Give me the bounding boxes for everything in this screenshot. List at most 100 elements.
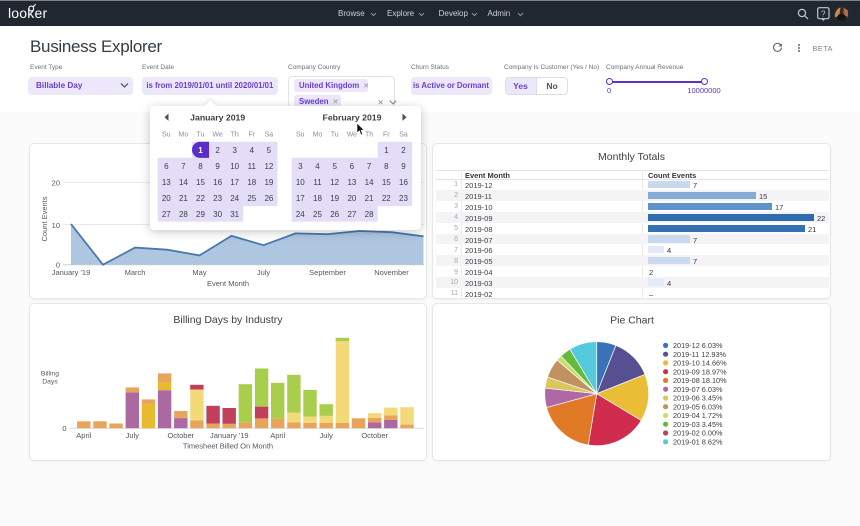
- svg-text:5: 5: [332, 162, 337, 171]
- svg-text:6: 6: [350, 162, 355, 171]
- svg-text:26: 26: [330, 210, 339, 219]
- svg-text:2019-06 3.45%: 2019-06 3.45%: [673, 394, 723, 403]
- svg-text:October: October: [167, 431, 194, 440]
- svg-text:Fr: Fr: [383, 131, 390, 138]
- svg-text:28: 28: [365, 210, 374, 219]
- svg-text:July: July: [257, 268, 271, 277]
- svg-text:2019-12 6.03%: 2019-12 6.03%: [673, 341, 723, 350]
- svg-text:14: 14: [365, 178, 374, 187]
- svg-text:Days: Days: [42, 379, 58, 386]
- svg-text:January '19: January '19: [210, 431, 249, 440]
- svg-text:10: 10: [52, 221, 60, 230]
- svg-text:April: April: [76, 431, 91, 440]
- svg-text:1: 1: [198, 146, 203, 155]
- svg-text:24: 24: [230, 194, 239, 203]
- svg-text:13: 13: [162, 178, 171, 187]
- svg-text:22: 22: [196, 194, 205, 203]
- svg-text:2019-04 1.72%: 2019-04 1.72%: [673, 411, 723, 420]
- svg-text:Sa: Sa: [265, 131, 274, 138]
- svg-text:15: 15: [382, 178, 391, 187]
- svg-text:Fr: Fr: [248, 131, 255, 138]
- svg-text:April: April: [270, 431, 285, 440]
- svg-text:18: 18: [313, 194, 322, 203]
- svg-text:2019-09 18.97%: 2019-09 18.97%: [673, 367, 727, 376]
- svg-text:20: 20: [162, 194, 171, 203]
- svg-text:28: 28: [179, 210, 188, 219]
- svg-text:2019-07 6.03%: 2019-07 6.03%: [673, 385, 723, 394]
- svg-text:24: 24: [296, 210, 305, 219]
- svg-text:11: 11: [248, 162, 257, 171]
- svg-text:27: 27: [347, 210, 356, 219]
- svg-text:July: July: [126, 431, 140, 440]
- svg-text:2019-03 3.45%: 2019-03 3.45%: [673, 420, 723, 429]
- svg-text:Billing Days by Industry: Billing Days by Industry: [173, 314, 283, 326]
- svg-text:October: October: [361, 431, 388, 440]
- svg-text:8: 8: [384, 162, 389, 171]
- svg-text:9: 9: [215, 162, 220, 171]
- svg-text:26: 26: [264, 194, 273, 203]
- svg-text:19: 19: [330, 194, 339, 203]
- svg-text:Timesheet Billed On Month: Timesheet Billed On Month: [183, 442, 273, 451]
- svg-text:17: 17: [230, 178, 239, 187]
- svg-text:21: 21: [179, 194, 188, 203]
- svg-text:2019-10 14.66%: 2019-10 14.66%: [673, 359, 727, 368]
- svg-text:We: We: [212, 131, 222, 138]
- svg-text:?: ?: [821, 8, 826, 18]
- svg-text:2: 2: [401, 146, 406, 155]
- svg-text:16: 16: [399, 178, 408, 187]
- svg-text:3: 3: [232, 146, 237, 155]
- svg-text:5: 5: [267, 146, 272, 155]
- svg-text:November: November: [374, 268, 409, 277]
- svg-text:2019-11 12.93%: 2019-11 12.93%: [673, 350, 727, 359]
- svg-text:18: 18: [247, 178, 256, 187]
- svg-text:January '19: January '19: [52, 268, 91, 277]
- svg-text:2019-08 18.10%: 2019-08 18.10%: [673, 376, 727, 385]
- svg-text:20: 20: [347, 194, 356, 203]
- svg-text:Sa: Sa: [399, 131, 408, 138]
- svg-text:March: March: [125, 268, 146, 277]
- svg-text:2019-02 0.00%: 2019-02 0.00%: [673, 429, 723, 438]
- svg-text:Su: Su: [162, 131, 171, 138]
- svg-text:2019-01 8.62%: 2019-01 8.62%: [673, 437, 723, 446]
- svg-text:0: 0: [62, 424, 66, 433]
- svg-text:12: 12: [264, 162, 273, 171]
- svg-text:February 2019: February 2019: [323, 112, 382, 122]
- svg-text:10: 10: [230, 162, 239, 171]
- svg-text:25: 25: [313, 210, 322, 219]
- svg-text:21: 21: [365, 194, 374, 203]
- svg-text:Event Month: Event Month: [207, 279, 249, 288]
- svg-text:1: 1: [384, 146, 389, 155]
- svg-text:Mo: Mo: [313, 131, 323, 138]
- svg-text:6: 6: [164, 162, 169, 171]
- svg-text:July: July: [320, 431, 334, 440]
- svg-text:2: 2: [215, 146, 220, 155]
- svg-text:May: May: [192, 268, 206, 277]
- svg-text:30: 30: [213, 210, 222, 219]
- svg-text:September: September: [309, 268, 346, 277]
- svg-text:Th: Th: [365, 131, 373, 138]
- svg-text:20: 20: [52, 179, 60, 188]
- svg-text:Su: Su: [296, 131, 305, 138]
- svg-text:Mo: Mo: [179, 131, 189, 138]
- svg-text:Billing: Billing: [41, 371, 59, 378]
- svg-text:22: 22: [382, 194, 391, 203]
- svg-text:15: 15: [196, 178, 205, 187]
- svg-text:3: 3: [298, 162, 303, 171]
- svg-text:29: 29: [196, 210, 205, 219]
- svg-text:8: 8: [198, 162, 203, 171]
- svg-text:11: 11: [313, 178, 322, 187]
- svg-text:0: 0: [56, 261, 60, 270]
- svg-text:10: 10: [296, 178, 305, 187]
- svg-text:17: 17: [296, 194, 305, 203]
- svg-text:12: 12: [330, 178, 339, 187]
- svg-text:7: 7: [181, 162, 186, 171]
- svg-text:Th: Th: [231, 131, 239, 138]
- svg-text:4: 4: [315, 162, 320, 171]
- svg-text:We: We: [347, 131, 357, 138]
- svg-text:Count Events: Count Events: [40, 196, 49, 241]
- svg-text:31: 31: [230, 210, 239, 219]
- svg-text:2019-05 6.03%: 2019-05 6.03%: [673, 402, 723, 411]
- svg-text:23: 23: [399, 194, 408, 203]
- svg-text:16: 16: [213, 178, 222, 187]
- svg-text:Pie Chart: Pie Chart: [610, 315, 654, 327]
